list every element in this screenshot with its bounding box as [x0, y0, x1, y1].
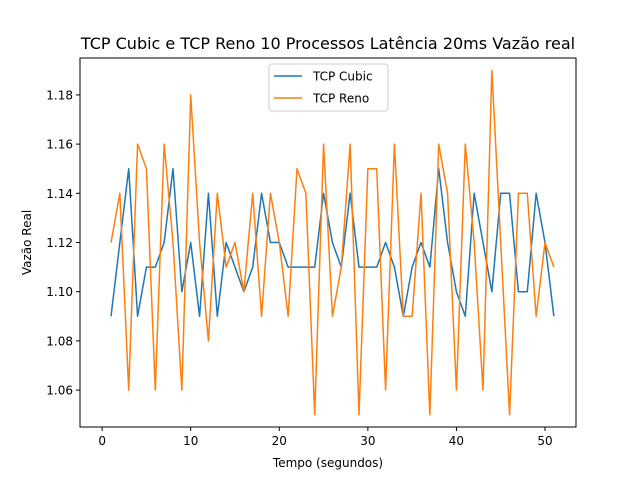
legend-label: TCP Reno: [312, 92, 369, 106]
y-tick-label: 1.08: [46, 334, 73, 348]
y-tick-label: 1.10: [46, 285, 73, 299]
y-tick-label: 1.12: [46, 236, 73, 250]
legend-label: TCP Cubic: [312, 70, 373, 84]
y-tick-label: 1.14: [46, 187, 73, 201]
x-tick-label: 10: [183, 434, 198, 448]
x-tick-label: 40: [449, 434, 464, 448]
plot-frame: [79, 57, 577, 428]
y-tick-label: 1.16: [46, 138, 73, 152]
x-tick-label: 30: [360, 434, 375, 448]
x-tick-label: 20: [272, 434, 287, 448]
y-tick-label: 1.18: [46, 88, 73, 102]
x-axis-label: Tempo (segundos): [272, 456, 383, 470]
series-layer: [110, 69, 555, 416]
legend: TCP Cubic TCP Reno: [268, 63, 389, 112]
y-tick-label: 1.06: [46, 384, 73, 398]
series-line-tcp-reno: [110, 69, 555, 416]
y-axis: 1.06 1.08 1.10 1.12 1.14 1.16 1.18: [46, 88, 80, 398]
y-axis-label: Vazão Real: [20, 210, 34, 275]
x-axis: 0 10 20 30 40 50: [98, 427, 553, 448]
chart-title: TCP Cubic e TCP Reno 10 Processos Latênc…: [80, 34, 575, 53]
x-tick-label: 50: [537, 434, 552, 448]
x-tick-label: 0: [98, 434, 106, 448]
